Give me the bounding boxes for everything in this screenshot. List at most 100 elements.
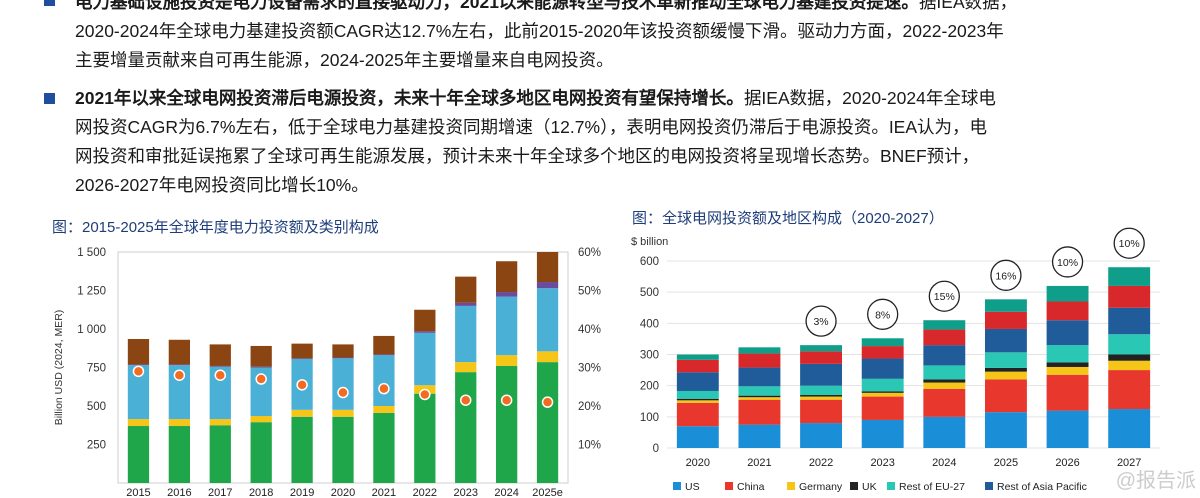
bar-segment bbox=[1108, 360, 1151, 371]
bar-segment bbox=[455, 305, 477, 363]
share-marker bbox=[500, 394, 513, 406]
bar-segment bbox=[455, 362, 477, 373]
bar-segment bbox=[984, 311, 1027, 329]
bar-segment bbox=[923, 345, 966, 366]
legend-label: Rest of Asia Pacific bbox=[997, 481, 1087, 493]
bar-segment bbox=[800, 395, 843, 397]
y-axis-label: Billion USD (2024, MER) bbox=[53, 310, 65, 426]
growth-annotation-circle bbox=[867, 298, 899, 330]
bar-segment bbox=[1046, 345, 1089, 363]
y2-tick-label: 60% bbox=[578, 247, 601, 259]
bar-segment bbox=[209, 419, 231, 426]
chart-2-grid-investment-by-region: $ billion 0 100 200 300 400 500 600 2020 2021 2022… bbox=[631, 227, 1160, 493]
share-marker bbox=[337, 386, 349, 399]
legend-label: UK bbox=[862, 481, 877, 493]
y-tick-label: 1 000 bbox=[77, 324, 106, 336]
bar-segment bbox=[861, 391, 904, 393]
bar-segment bbox=[496, 296, 518, 356]
bar-segment bbox=[536, 252, 559, 283]
bar-segment bbox=[1108, 267, 1151, 286]
bar-segment bbox=[923, 382, 966, 389]
watermark: @报告派 bbox=[1115, 470, 1196, 492]
bar-segment bbox=[800, 363, 843, 386]
bar-segment bbox=[209, 365, 231, 367]
paragraph-1-bold: 电力基础设施投资是电力设备需求的直接驱动力，2021以来能源转型与技术革新推动全… bbox=[75, 0, 919, 12]
x-tick-label: 2016 bbox=[167, 487, 191, 498]
y-tick-label: 750 bbox=[87, 363, 106, 375]
growth-annotation-circle bbox=[1113, 227, 1145, 259]
bar-segment bbox=[209, 344, 231, 366]
growth-annotation-circle bbox=[805, 305, 837, 337]
growth-annotation-label: 16% bbox=[995, 270, 1016, 282]
bar-segment bbox=[800, 351, 843, 364]
x-tick-label: 2024 bbox=[494, 487, 518, 498]
bar-segment bbox=[414, 331, 436, 333]
bar-segment bbox=[1046, 285, 1089, 302]
legend-label: US bbox=[685, 481, 700, 493]
paragraph-1-rest: 据IEA数据， bbox=[918, 0, 1018, 12]
legend-swatch bbox=[725, 482, 733, 490]
y2-tick-label: 50% bbox=[578, 286, 601, 298]
share-marker bbox=[214, 369, 227, 381]
bar-segment bbox=[800, 345, 843, 352]
x-tick-label: 2025e bbox=[532, 487, 563, 498]
bar-segment bbox=[676, 398, 719, 401]
growth-annotation-label: 3% bbox=[813, 316, 828, 328]
y-tick-label: 200 bbox=[640, 381, 659, 393]
share-marker bbox=[132, 365, 145, 378]
x-tick-label: 2020 bbox=[331, 487, 355, 498]
bar-segment bbox=[800, 396, 843, 400]
bar-segment bbox=[250, 416, 272, 423]
bar-segment bbox=[1108, 307, 1151, 335]
bar-segment bbox=[209, 425, 231, 483]
x-tick-label: 2017 bbox=[208, 487, 232, 498]
bar-segment bbox=[373, 335, 395, 355]
growth-annotation-circle bbox=[928, 280, 960, 312]
bar-segment bbox=[291, 409, 313, 417]
y-tick-label: 600 bbox=[640, 256, 659, 268]
growth-annotation-circle bbox=[990, 259, 1022, 291]
bar-segment bbox=[1108, 370, 1151, 410]
growth-annotation-label: 10% bbox=[1119, 238, 1140, 250]
bar-segment bbox=[1046, 366, 1089, 375]
bar-segment bbox=[455, 372, 477, 483]
bar-segment bbox=[1046, 301, 1089, 321]
y-tick-label: 1 250 bbox=[77, 286, 106, 298]
legend-swatch bbox=[787, 482, 795, 490]
paragraph-2-line1: 网投资CAGR为6.7%左右，低于全球电力基建投资同期增速（12.7%），表明电… bbox=[75, 117, 988, 137]
bar-segment bbox=[738, 424, 781, 448]
bar-segment bbox=[861, 419, 904, 448]
paragraph-1-line2: 主要增量贡献来自可再生能源，2024-2025年主要增量来自电网投资。 bbox=[75, 50, 614, 70]
bar-segment bbox=[373, 412, 395, 483]
bar-segment bbox=[676, 390, 719, 399]
bar-segment bbox=[168, 339, 190, 365]
bar-segment bbox=[536, 282, 559, 289]
x-tick-label: 2021 bbox=[747, 457, 771, 469]
bar-segment bbox=[455, 276, 477, 303]
bar-segment bbox=[923, 379, 966, 383]
bar-segment bbox=[676, 354, 719, 360]
bar-segment bbox=[984, 352, 1027, 368]
bar-segment bbox=[414, 332, 436, 386]
growth-annotation-circle bbox=[1051, 246, 1084, 278]
x-tick-label: 2019 bbox=[290, 487, 314, 498]
bar-segment bbox=[861, 346, 904, 359]
bar-segment bbox=[455, 302, 477, 306]
bar-segment bbox=[923, 388, 966, 417]
bar-segment bbox=[168, 364, 190, 366]
bar-segment bbox=[536, 351, 559, 363]
bar-segment bbox=[676, 359, 719, 373]
bar-segment bbox=[738, 347, 781, 354]
bar-segment bbox=[1046, 410, 1089, 448]
bar-segment bbox=[209, 366, 231, 420]
bar-segment bbox=[923, 365, 966, 380]
x-tick-label: 2025 bbox=[994, 457, 1018, 469]
bar-segment bbox=[738, 353, 781, 368]
paragraph-2-bold: 2021年以来全球电网投资滞后电源投资，未来十年全球多地区电网投资有望保持增长。 bbox=[75, 88, 744, 108]
bar-segment bbox=[861, 378, 904, 392]
bar-segment bbox=[127, 426, 150, 483]
bar-segment bbox=[984, 371, 1027, 380]
y2-tick-label: 20% bbox=[578, 401, 601, 413]
bar-segment bbox=[127, 365, 150, 420]
bar-segment bbox=[1046, 374, 1089, 411]
